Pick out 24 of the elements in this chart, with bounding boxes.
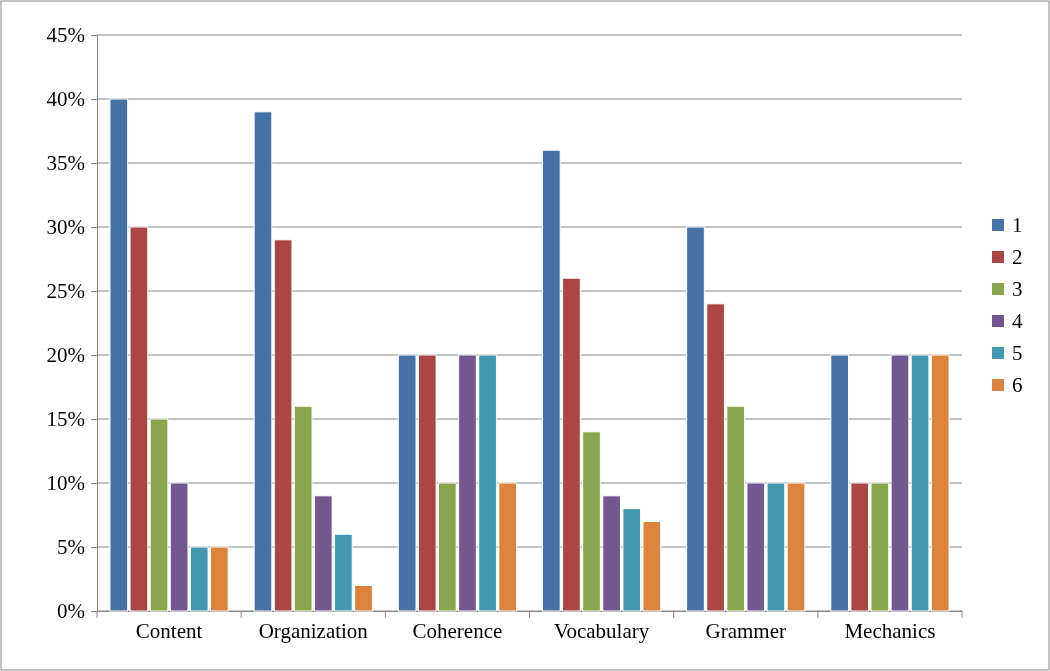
x-tick-label: Content — [135, 618, 203, 643]
y-tick-label: 10% — [46, 471, 85, 496]
bar — [786, 482, 806, 612]
y-tick-label: 30% — [46, 215, 85, 240]
legend-label: 3 — [1012, 277, 1023, 301]
y-tick-label: 25% — [46, 279, 85, 304]
legend-label: 1 — [1012, 213, 1023, 237]
legend-label: 5 — [1012, 341, 1023, 365]
y-tick-label: 45% — [46, 23, 85, 48]
y-tick-label: 20% — [46, 343, 85, 368]
y-tick-label: 15% — [46, 407, 85, 432]
y-tick-label: 35% — [46, 151, 85, 176]
y-tick-label: 5% — [57, 535, 85, 560]
legend-label: 2 — [1012, 245, 1023, 269]
x-tick-label: Grammer — [705, 618, 786, 643]
x-tick-label: Mechanics — [844, 618, 936, 643]
x-tick-label: Coherence — [412, 618, 503, 643]
x-tick-label: Organization — [258, 618, 369, 643]
y-tick-label: 40% — [46, 87, 85, 112]
y-tick-label: 0% — [57, 599, 85, 624]
x-tick-label: Vocabulary — [553, 618, 650, 643]
bar — [253, 111, 273, 612]
legend-label: 4 — [1012, 309, 1023, 333]
legend-label: 6 — [1012, 373, 1023, 397]
